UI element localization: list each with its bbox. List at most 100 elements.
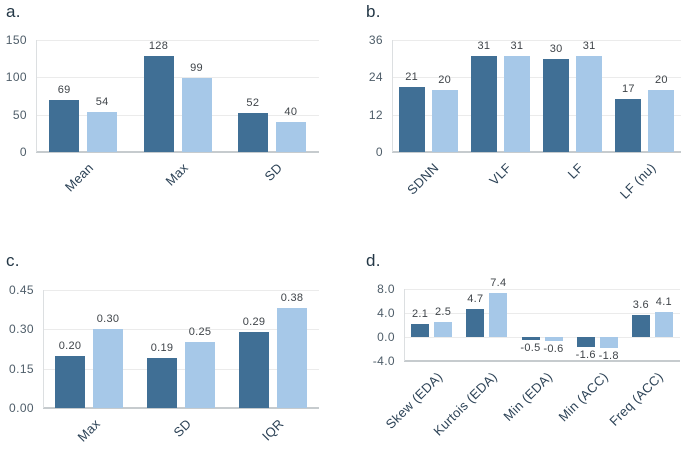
y-axis-line xyxy=(392,40,393,152)
value-label: -1.8 xyxy=(598,349,619,362)
bar-light-blue-series-lf-nu- xyxy=(648,89,675,152)
y-tick-label: 150 xyxy=(5,33,27,47)
y-tick-label: 0.30 xyxy=(9,322,34,337)
y-axis-line xyxy=(36,40,37,152)
bar-light-blue-series-max xyxy=(181,78,212,152)
value-label: 21 xyxy=(405,70,419,83)
y-tick-label: 100 xyxy=(5,70,27,85)
x-tick-label: Max xyxy=(73,416,103,445)
y-tick-label: 0.00 xyxy=(9,401,34,415)
gridline xyxy=(43,368,319,370)
value-label: 31 xyxy=(510,39,524,52)
x-tick-label: Mean xyxy=(62,160,97,195)
x-tick-label: LF xyxy=(564,160,587,182)
value-label: 17 xyxy=(621,83,635,96)
bar-dark-blue-series-lf-nu- xyxy=(615,99,642,152)
value-label: 31 xyxy=(477,39,491,52)
bar-light-blue-series-min-eda- xyxy=(544,337,563,341)
bar-dark-blue-series-min-acc- xyxy=(576,337,595,347)
bar-light-blue-series-sd xyxy=(185,342,215,408)
bar-light-blue-series-skew-eda- xyxy=(434,322,453,337)
x-tick-label: LF (nu) xyxy=(616,160,659,202)
bar-dark-blue-series-skew-eda- xyxy=(411,324,430,337)
value-label: -0.6 xyxy=(543,342,564,355)
y-tick-label: 4.0 xyxy=(377,306,395,320)
x-tick-label: Min (EDA) xyxy=(500,369,556,424)
x-axis-line xyxy=(392,151,681,153)
gridline xyxy=(43,329,319,331)
value-label: 0.25 xyxy=(188,326,212,339)
y-tick-label: 24 xyxy=(368,70,383,85)
value-label: 2.5 xyxy=(434,306,452,318)
panel-d: d. -4.0 0.0 4.0 8.0 2.1 2.5 Skew (EDA) 4.7 7.4 Ku… xyxy=(342,227,685,453)
bar-light-blue-series-min-acc- xyxy=(599,337,618,348)
value-label: 20 xyxy=(654,73,668,86)
bar-dark-blue-series-max xyxy=(143,56,174,152)
bar-light-blue-series-sd xyxy=(275,122,306,152)
x-tick-label: IQR xyxy=(259,416,287,444)
bar-light-blue-series-max xyxy=(93,329,123,408)
y-axis-line xyxy=(404,289,405,361)
gridline xyxy=(404,313,680,314)
value-label: 3.6 xyxy=(632,299,649,312)
value-label: 4.1 xyxy=(655,296,672,309)
value-label: 69 xyxy=(57,84,71,97)
value-label: 20 xyxy=(438,73,452,86)
bar-dark-blue-series-kurtois-eda- xyxy=(466,308,485,337)
value-label: 128 xyxy=(148,40,169,53)
y-tick-label: -4.0 xyxy=(372,354,395,368)
y-tick-label: 0.15 xyxy=(9,361,34,376)
y-tick-label: 36 xyxy=(368,33,383,47)
y-tick-label: 50 xyxy=(12,107,27,122)
bar-dark-blue-series-max xyxy=(55,355,85,408)
bar-dark-blue-series-vlf xyxy=(470,55,497,152)
y-tick-label: 12 xyxy=(368,107,383,122)
value-label: 40 xyxy=(284,106,298,119)
gridline xyxy=(392,77,681,79)
x-tick-label: Max xyxy=(162,160,192,189)
bar-dark-blue-series-sd xyxy=(237,113,268,152)
value-label: 7.4 xyxy=(490,276,507,289)
bar-light-blue-series-freq-acc- xyxy=(654,312,673,337)
gridline xyxy=(36,114,319,116)
y-tick-label: 0 xyxy=(19,145,27,159)
x-tick-label: SD xyxy=(170,416,195,440)
bar-dark-blue-series-min-eda- xyxy=(521,337,540,340)
bar-dark-blue-series-sdnn xyxy=(398,86,425,152)
x-axis-line xyxy=(43,407,319,409)
panel-label-c: c. xyxy=(6,251,20,270)
y-tick-label: 0.0 xyxy=(377,330,395,344)
value-label: 30 xyxy=(549,42,563,55)
value-label: 2.1 xyxy=(411,308,429,321)
value-label: 54 xyxy=(95,95,109,108)
y-tick-label: 8.0 xyxy=(377,282,395,296)
y-tick-label: 0 xyxy=(375,145,383,159)
value-label: 31 xyxy=(582,39,596,52)
x-tick-label: VLF xyxy=(485,160,514,189)
value-label: 0.19 xyxy=(150,342,174,355)
x-axis-line xyxy=(36,151,319,153)
gridline xyxy=(404,289,680,290)
panel-label-d: d. xyxy=(366,251,381,270)
x-tick-label: SDNN xyxy=(404,160,442,198)
panel-label-a: a. xyxy=(6,2,21,21)
bar-dark-blue-series-freq-acc- xyxy=(631,315,650,337)
gridline xyxy=(36,77,319,79)
value-label: 4.7 xyxy=(467,292,484,305)
value-label: 0.29 xyxy=(242,315,266,328)
bar-light-blue-series-lf xyxy=(576,55,603,152)
bar-light-blue-series-vlf xyxy=(503,55,530,152)
value-label: 0.20 xyxy=(58,339,82,352)
value-label: 0.38 xyxy=(280,292,304,305)
panel-label-b: b. xyxy=(366,2,381,21)
panel-b: b. 0 12 24 36 21 20 SDNN 31 31 VLF 30 31 LF 17 20 LF (n… xyxy=(342,0,685,227)
x-axis-line xyxy=(404,360,680,362)
gridline xyxy=(43,290,319,291)
bar-dark-blue-series-iqr xyxy=(239,331,269,408)
gridline xyxy=(404,337,680,338)
x-tick-label: Min (ACC) xyxy=(555,369,611,425)
x-tick-label: SD xyxy=(261,160,286,184)
value-label: -0.5 xyxy=(520,342,541,354)
bar-dark-blue-series-mean xyxy=(49,100,80,152)
value-label: 52 xyxy=(246,97,260,110)
